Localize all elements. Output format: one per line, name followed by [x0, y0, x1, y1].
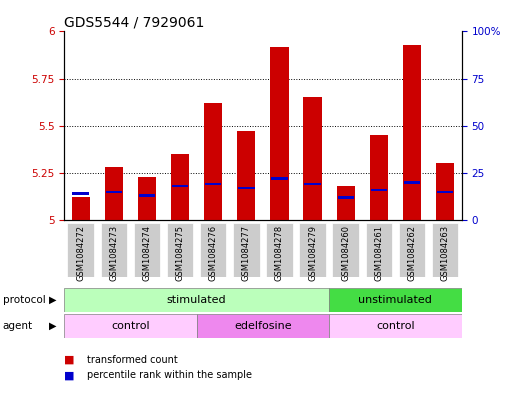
- Text: GSM1084261: GSM1084261: [374, 225, 383, 281]
- Bar: [238, 187, 254, 189]
- Text: GSM1084274: GSM1084274: [143, 225, 151, 281]
- Bar: [271, 177, 288, 180]
- FancyBboxPatch shape: [134, 223, 160, 277]
- Bar: [204, 103, 222, 220]
- Text: GSM1084275: GSM1084275: [175, 225, 185, 281]
- Text: GSM1084276: GSM1084276: [209, 225, 218, 281]
- Bar: [72, 193, 89, 195]
- Text: GSM1084272: GSM1084272: [76, 225, 85, 281]
- Text: GDS5544 / 7929061: GDS5544 / 7929061: [64, 16, 205, 30]
- Bar: [403, 45, 421, 220]
- Bar: [139, 194, 155, 197]
- FancyBboxPatch shape: [233, 223, 260, 277]
- Text: GSM1084260: GSM1084260: [341, 225, 350, 281]
- FancyBboxPatch shape: [366, 223, 392, 277]
- Bar: [270, 46, 289, 220]
- FancyBboxPatch shape: [196, 314, 329, 338]
- FancyBboxPatch shape: [329, 288, 462, 312]
- Bar: [172, 185, 188, 187]
- FancyBboxPatch shape: [200, 223, 226, 277]
- FancyBboxPatch shape: [399, 223, 425, 277]
- Text: GSM1084278: GSM1084278: [275, 225, 284, 281]
- FancyBboxPatch shape: [167, 223, 193, 277]
- Bar: [304, 97, 322, 220]
- Bar: [171, 154, 189, 220]
- Bar: [72, 197, 90, 220]
- Bar: [338, 196, 354, 199]
- Bar: [437, 191, 453, 193]
- FancyBboxPatch shape: [329, 314, 462, 338]
- Text: unstimulated: unstimulated: [359, 295, 432, 305]
- Bar: [138, 177, 156, 220]
- Bar: [304, 183, 321, 185]
- Text: GSM1084273: GSM1084273: [109, 225, 119, 281]
- Text: percentile rank within the sample: percentile rank within the sample: [87, 370, 252, 380]
- FancyBboxPatch shape: [101, 223, 127, 277]
- Text: control: control: [376, 321, 415, 331]
- Text: ■: ■: [64, 370, 74, 380]
- Text: control: control: [111, 321, 150, 331]
- FancyBboxPatch shape: [64, 288, 329, 312]
- FancyBboxPatch shape: [332, 223, 359, 277]
- Text: transformed count: transformed count: [87, 354, 178, 365]
- Bar: [105, 167, 123, 220]
- Bar: [205, 183, 222, 185]
- Text: protocol: protocol: [3, 295, 45, 305]
- Text: GSM1084262: GSM1084262: [407, 225, 417, 281]
- Bar: [371, 189, 387, 191]
- Text: edelfosine: edelfosine: [234, 321, 292, 331]
- Bar: [370, 135, 388, 220]
- FancyBboxPatch shape: [266, 223, 293, 277]
- Text: GSM1084263: GSM1084263: [441, 225, 449, 281]
- Text: ▶: ▶: [49, 321, 56, 331]
- FancyBboxPatch shape: [300, 223, 326, 277]
- Bar: [337, 186, 355, 220]
- Text: GSM1084277: GSM1084277: [242, 225, 251, 281]
- Text: ▶: ▶: [49, 295, 56, 305]
- Text: stimulated: stimulated: [167, 295, 226, 305]
- Text: GSM1084279: GSM1084279: [308, 225, 317, 281]
- Bar: [106, 191, 122, 193]
- FancyBboxPatch shape: [64, 314, 196, 338]
- Bar: [237, 131, 255, 220]
- FancyBboxPatch shape: [67, 223, 94, 277]
- Bar: [436, 163, 454, 220]
- FancyBboxPatch shape: [432, 223, 459, 277]
- Text: ■: ■: [64, 354, 74, 365]
- Text: agent: agent: [3, 321, 33, 331]
- Bar: [404, 181, 420, 184]
